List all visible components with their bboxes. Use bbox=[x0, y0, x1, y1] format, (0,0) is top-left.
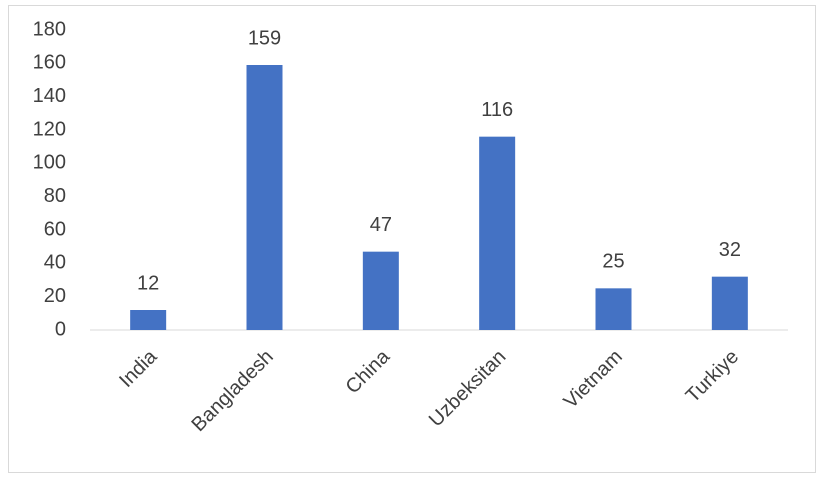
y-tick-label: 140 bbox=[33, 85, 66, 107]
y-tick-label: 80 bbox=[44, 185, 66, 207]
y-tick-label: 120 bbox=[33, 118, 66, 140]
y-tick-label: 20 bbox=[44, 285, 66, 307]
bar bbox=[479, 136, 516, 330]
y-tick-label: 160 bbox=[33, 52, 66, 74]
bar bbox=[130, 310, 167, 330]
bar bbox=[246, 65, 283, 330]
bar bbox=[362, 251, 399, 330]
y-tick-label: 0 bbox=[55, 318, 66, 340]
chart-frame bbox=[8, 5, 816, 473]
y-tick-label: 180 bbox=[33, 18, 66, 40]
data-label: 159 bbox=[248, 27, 281, 49]
y-tick-label: 60 bbox=[44, 218, 66, 240]
y-tick-label: 40 bbox=[44, 252, 66, 274]
data-label: 12 bbox=[137, 272, 159, 294]
data-label: 25 bbox=[602, 251, 624, 273]
data-label: 47 bbox=[370, 214, 392, 236]
data-label: 116 bbox=[481, 99, 513, 121]
data-label: 32 bbox=[719, 239, 741, 261]
y-tick-label: 100 bbox=[33, 152, 66, 174]
bar bbox=[595, 288, 632, 330]
bar bbox=[711, 276, 748, 330]
